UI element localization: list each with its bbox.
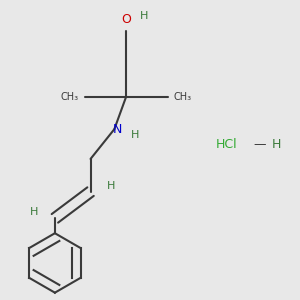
Text: CH₃: CH₃ [61,92,79,101]
Text: H: H [140,11,148,21]
Text: H: H [107,181,116,191]
Text: N: N [112,123,122,136]
Text: CH₃: CH₃ [174,92,192,101]
Text: H: H [272,138,281,151]
Text: O: O [121,13,131,26]
Text: H: H [131,130,139,140]
Text: H: H [30,207,38,218]
Text: —: — [254,138,266,151]
Text: HCl: HCl [215,138,237,151]
